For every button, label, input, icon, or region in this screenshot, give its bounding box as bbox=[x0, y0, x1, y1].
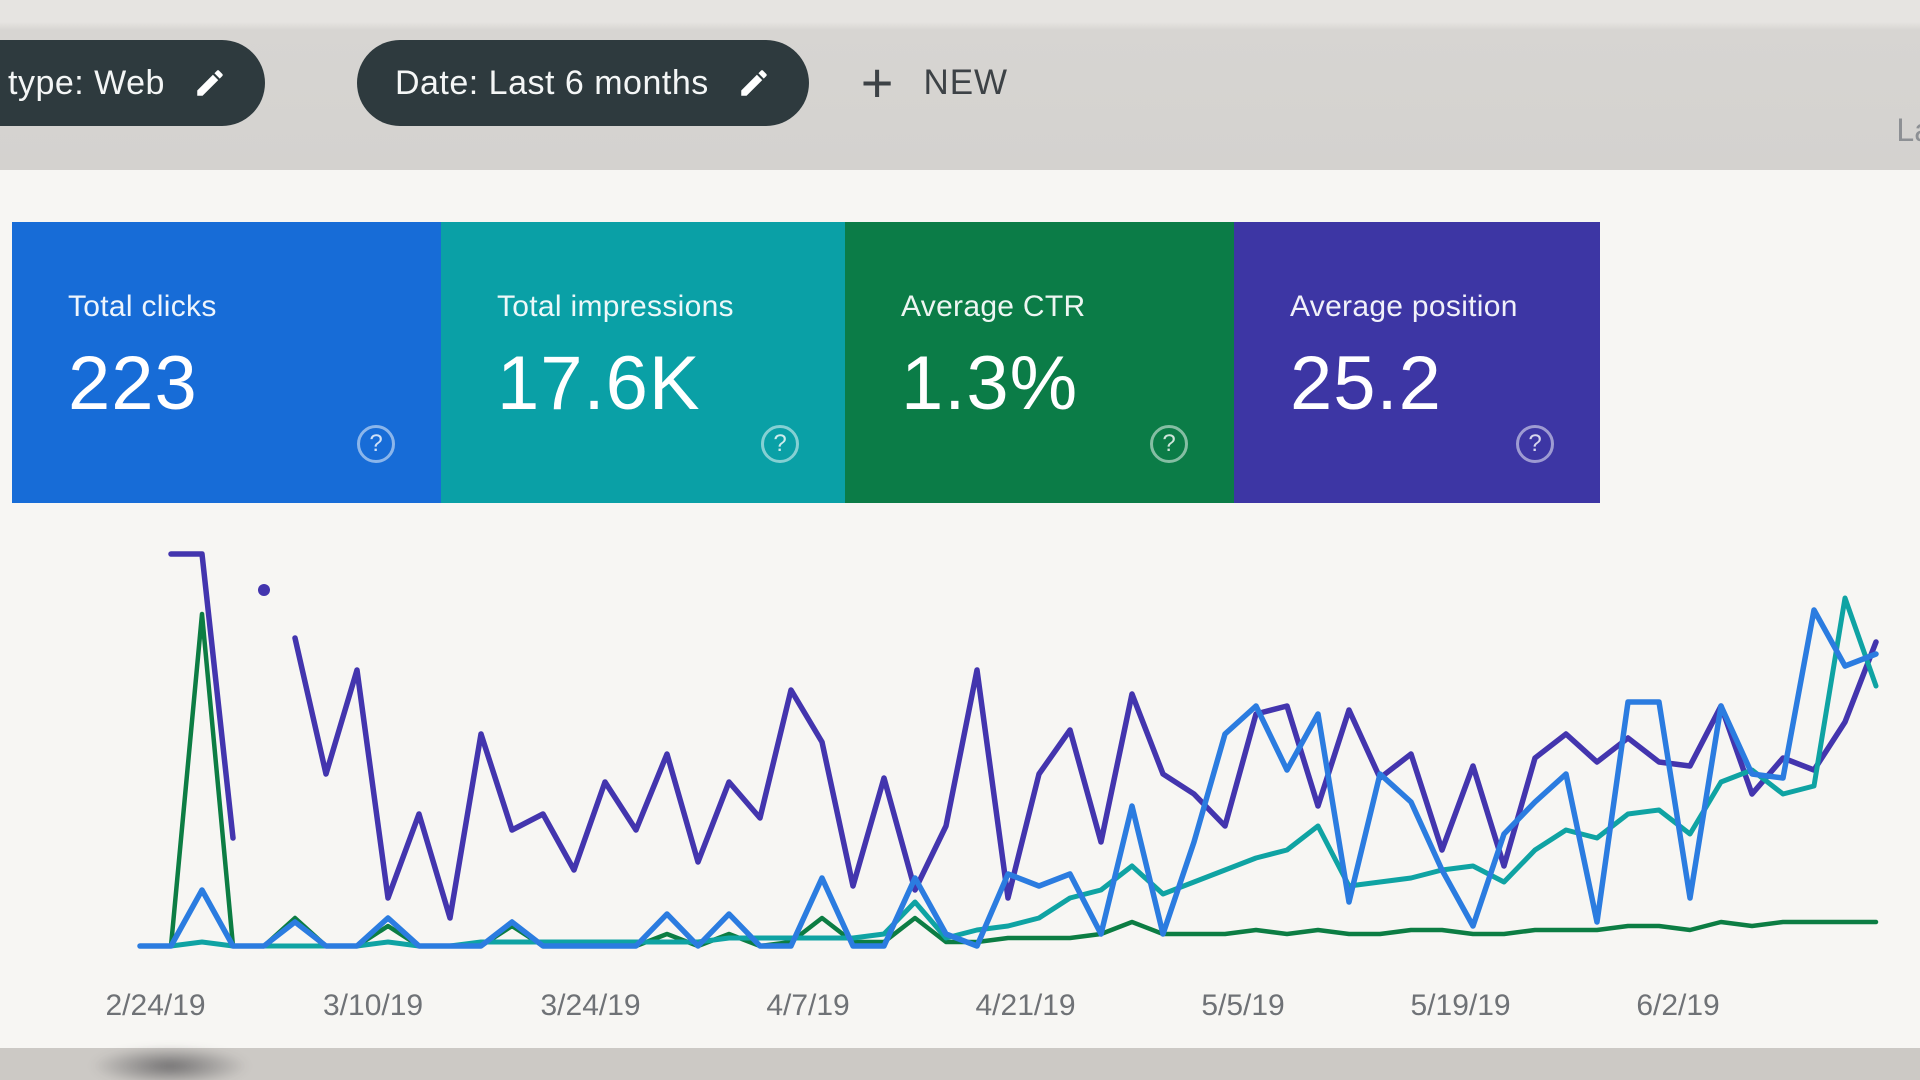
help-icon[interactable]: ? bbox=[1150, 425, 1188, 463]
card-average-position[interactable]: Average position 25.2 ? bbox=[1234, 222, 1600, 503]
x-axis-label: 3/10/19 bbox=[322, 989, 424, 1022]
filter-chip-search-type-label: type: Web bbox=[8, 63, 165, 102]
new-filter-button[interactable]: + NEW bbox=[861, 55, 1008, 111]
series-clicks bbox=[137, 607, 1879, 949]
card-total-clicks[interactable]: Total clicks 223 ? bbox=[12, 222, 441, 503]
top-right-cropped-text: La bbox=[1896, 112, 1920, 148]
line-chart bbox=[137, 551, 1879, 949]
card-value: 25.2 bbox=[1290, 341, 1442, 426]
card-label: Average CTR bbox=[901, 290, 1086, 323]
card-label: Average position bbox=[1290, 290, 1518, 323]
filter-chip-date-label: Date: Last 6 months bbox=[394, 63, 709, 102]
plus-icon: + bbox=[860, 51, 894, 114]
x-axis-label: 3/24/19 bbox=[540, 989, 641, 1022]
bottom-strip bbox=[0, 1046, 1920, 1080]
card-label: Total impressions bbox=[497, 290, 734, 323]
x-axis-label: 5/5/19 bbox=[1201, 989, 1285, 1022]
x-axis-label: 2/24/19 bbox=[105, 989, 206, 1022]
x-axis-label: 4/7/19 bbox=[766, 989, 850, 1022]
filter-chip-date[interactable]: Date: Last 6 months bbox=[356, 40, 809, 126]
performance-panel: Total clicks 223 ? Total impressions 17.… bbox=[0, 170, 1920, 1080]
card-value: 17.6K bbox=[497, 341, 701, 426]
metric-cards-banner: Total clicks 223 ? Total impressions 17.… bbox=[12, 222, 1600, 503]
x-axis-label: 5/19/19 bbox=[1410, 989, 1511, 1022]
help-icon[interactable]: ? bbox=[357, 425, 395, 463]
card-label: Total clicks bbox=[68, 290, 217, 323]
filter-chips-row: type: Web Date: Last 6 months + NEW bbox=[0, 40, 1008, 126]
filter-chip-search-type[interactable]: type: Web bbox=[0, 40, 265, 126]
x-axis: 2/24/19 3/10/19 3/24/19 4/7/19 4/21/19 5/5/19… bbox=[105, 989, 1905, 1029]
help-icon[interactable]: ? bbox=[1516, 425, 1554, 463]
card-value: 223 bbox=[68, 341, 198, 426]
x-axis-label: 4/21/19 bbox=[975, 989, 1076, 1022]
card-average-ctr[interactable]: Average CTR 1.3% ? bbox=[845, 222, 1234, 503]
corner-shadow bbox=[90, 1046, 250, 1080]
edit-icon[interactable] bbox=[193, 66, 227, 100]
performance-chart: 2/24/19 3/10/19 3/24/19 4/7/19 4/21/19 5/5/19… bbox=[105, 545, 1905, 1045]
filter-bar: type: Web Date: Last 6 months + NEW La bbox=[0, 0, 1920, 170]
isolated-data-point bbox=[258, 584, 270, 596]
edit-icon[interactable] bbox=[737, 66, 771, 100]
x-axis-label: 6/2/19 bbox=[1636, 989, 1720, 1022]
new-filter-button-label: NEW bbox=[923, 63, 1009, 102]
card-value: 1.3% bbox=[901, 341, 1079, 426]
card-total-impressions[interactable]: Total impressions 17.6K ? bbox=[441, 222, 845, 503]
help-icon[interactable]: ? bbox=[761, 425, 799, 463]
series-position bbox=[168, 551, 1879, 921]
